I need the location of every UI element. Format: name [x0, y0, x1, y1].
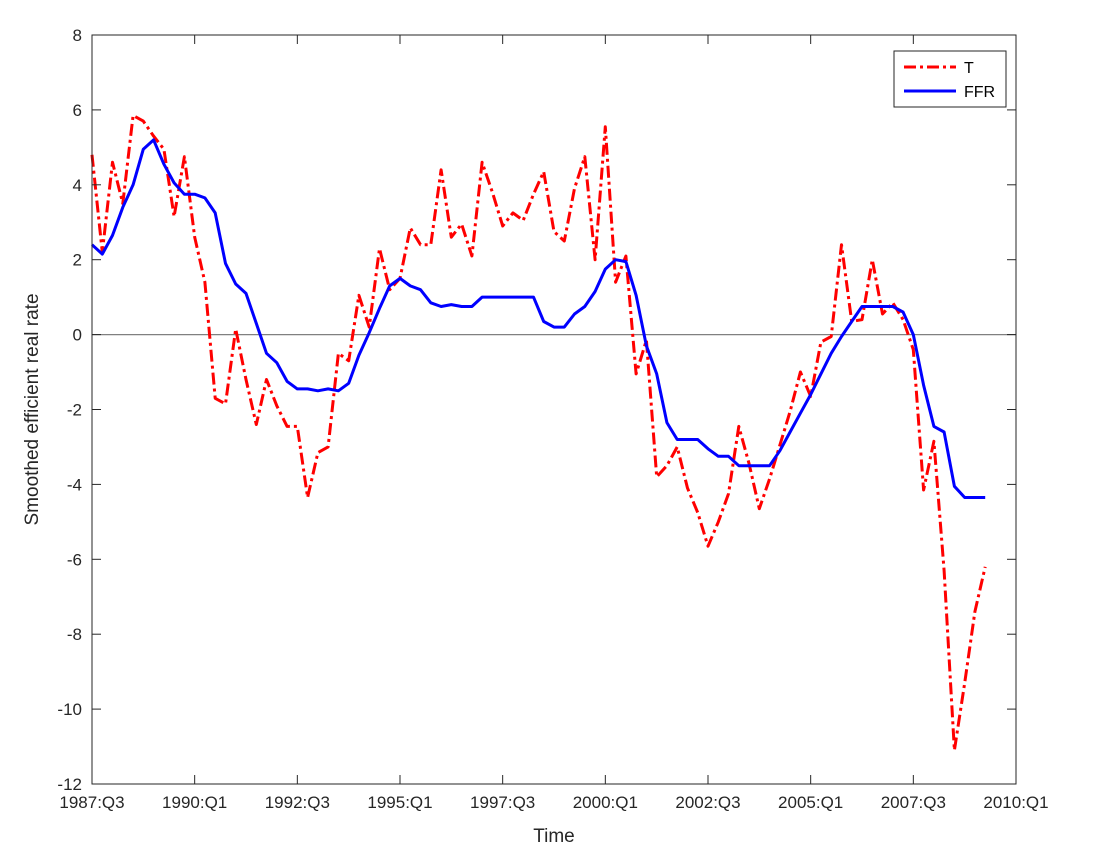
y-tick-label: 0 — [73, 326, 82, 345]
y-tick-label: 2 — [73, 251, 82, 270]
series-line-t — [90, 114, 987, 752]
y-axis-label: Smoothed efficient real rate — [22, 293, 43, 525]
x-tick-label: 1987:Q3 — [59, 793, 124, 812]
y-tick-label: -6 — [67, 550, 82, 569]
legend-label-t: T — [964, 60, 974, 77]
x-tick-label: 2002:Q3 — [675, 793, 740, 812]
y-tick-label: -2 — [67, 401, 82, 420]
x-tick-label: 1990:Q1 — [162, 793, 227, 812]
y-tick-label: -4 — [67, 475, 82, 494]
y-tick-label: 4 — [73, 176, 82, 195]
y-tick-label: -12 — [57, 775, 82, 794]
legend: T FFR — [893, 50, 1007, 108]
x-tick-label: 2000:Q1 — [573, 793, 638, 812]
y-tick-label: -10 — [57, 700, 82, 719]
ticks-layer: -12 -10 -8 -6 -4 -2 0 2 4 6 8 1987:Q3 1990:Q1 1992:Q3… — [57, 26, 1048, 812]
x-axis-label: Time — [533, 826, 575, 847]
legend-box — [893, 50, 1007, 108]
series-line-ffr — [90, 138, 986, 499]
y-tick-label: 8 — [73, 26, 82, 45]
legend-label-ffr: FFR — [964, 84, 995, 101]
x-tick-label: 1992:Q3 — [265, 793, 330, 812]
y-tick-label: -8 — [67, 625, 82, 644]
y-tick-label: 6 — [73, 101, 82, 120]
x-tick-label: 1995:Q1 — [367, 793, 432, 812]
x-tick-label: 2010:Q1 — [983, 793, 1048, 812]
x-tick-label: 2007:Q3 — [881, 793, 946, 812]
x-tick-label: 1997:Q3 — [470, 793, 535, 812]
x-tick-label: 2005:Q1 — [778, 793, 843, 812]
series-layer — [90, 114, 987, 752]
